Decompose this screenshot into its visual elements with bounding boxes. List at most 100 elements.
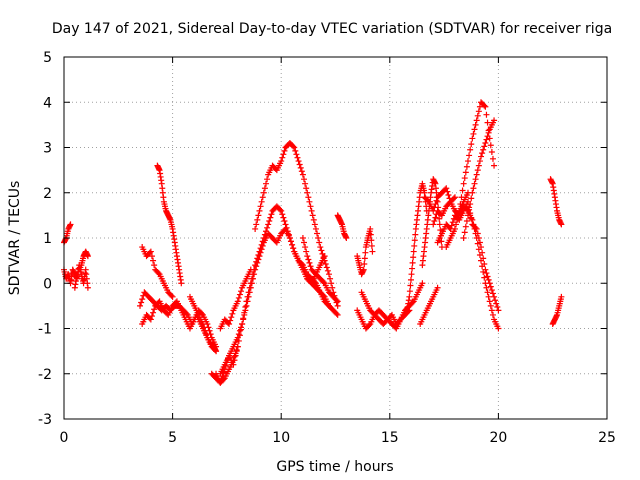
data-point — [200, 320, 207, 327]
data-point — [448, 222, 455, 229]
data-point — [231, 357, 238, 364]
data-point — [411, 237, 418, 244]
data-point — [258, 198, 265, 205]
data-point — [260, 189, 267, 196]
data-point — [295, 158, 302, 165]
data-point — [322, 261, 329, 268]
data-point — [228, 314, 235, 321]
data-point — [493, 300, 500, 307]
data-point — [489, 155, 496, 162]
data-point — [468, 141, 475, 148]
data-point — [302, 244, 309, 251]
series-arc-04c — [456, 99, 498, 214]
data-point — [178, 280, 185, 287]
data-point — [468, 215, 475, 222]
data-point — [235, 294, 242, 301]
data-point — [463, 163, 470, 170]
data-point — [168, 292, 175, 299]
data-point — [409, 259, 416, 266]
series-arc-03d — [404, 180, 430, 314]
series-arc-04e — [443, 189, 471, 251]
data-point — [333, 310, 340, 317]
data-point — [459, 187, 466, 194]
data-point — [246, 289, 253, 296]
data-point — [484, 133, 491, 140]
data-point — [84, 253, 91, 260]
data-point — [259, 194, 266, 201]
y-axis-label: SDTVAR / TECUs — [7, 181, 23, 296]
data-point — [443, 185, 450, 192]
data-point — [406, 293, 413, 300]
data-point — [325, 271, 332, 278]
data-point — [474, 167, 481, 174]
data-point — [202, 327, 209, 334]
data-point — [298, 168, 305, 175]
data-point — [256, 253, 263, 260]
x-tick-label: 0 — [60, 430, 69, 446]
data-point — [487, 142, 494, 149]
data-point — [304, 189, 311, 196]
data-point — [470, 130, 477, 137]
data-point — [255, 256, 262, 263]
data-point — [495, 325, 502, 332]
data-point — [254, 216, 261, 223]
x-tick-label: 5 — [168, 430, 177, 446]
data-point — [437, 227, 444, 234]
data-point — [287, 238, 294, 245]
data-point — [468, 195, 475, 202]
data-point — [148, 313, 155, 320]
data-point — [150, 309, 157, 316]
data-point — [320, 279, 327, 286]
data-point — [236, 327, 243, 334]
data-point — [147, 316, 154, 323]
data-point — [462, 223, 469, 230]
data-point — [431, 218, 438, 225]
data-point — [409, 265, 416, 272]
data-point — [151, 262, 158, 269]
data-point — [291, 144, 298, 151]
data-point — [258, 246, 265, 253]
data-point — [222, 362, 229, 369]
data-point — [475, 235, 482, 241]
data-point — [492, 297, 499, 304]
data-point — [309, 212, 316, 219]
data-point — [169, 293, 176, 300]
data-point — [280, 151, 287, 158]
data-point — [485, 276, 492, 283]
data-point — [455, 212, 462, 219]
data-point — [406, 288, 413, 295]
data-point — [226, 320, 233, 327]
data-point — [476, 239, 483, 246]
data-point — [234, 298, 241, 305]
data-point — [308, 207, 315, 214]
data-point — [467, 146, 474, 153]
data-point — [485, 129, 492, 136]
data-point — [474, 230, 481, 237]
x-tick-label: 15 — [381, 430, 399, 446]
data-point — [491, 117, 498, 124]
data-point — [464, 189, 471, 196]
data-point — [312, 225, 319, 232]
data-point — [201, 324, 208, 331]
series-arc-02b — [217, 225, 332, 377]
data-point — [480, 255, 487, 262]
data-point — [147, 248, 154, 255]
x-axis-label: GPS time / hours — [276, 459, 393, 475]
data-point — [481, 274, 488, 281]
data-point — [325, 302, 332, 309]
data-point — [254, 259, 261, 266]
series-arc-05b — [549, 293, 565, 327]
plot-frame — [63, 56, 608, 420]
data-point — [432, 214, 439, 221]
data-point — [407, 276, 414, 283]
data-point — [472, 224, 479, 231]
data-point — [233, 348, 240, 355]
data-point — [251, 271, 258, 278]
data-point — [227, 317, 234, 324]
data-point — [307, 203, 314, 210]
data-point — [211, 346, 218, 353]
data-point — [471, 126, 478, 133]
data-point — [483, 284, 490, 291]
data-point — [299, 235, 306, 241]
data-point — [297, 164, 304, 171]
